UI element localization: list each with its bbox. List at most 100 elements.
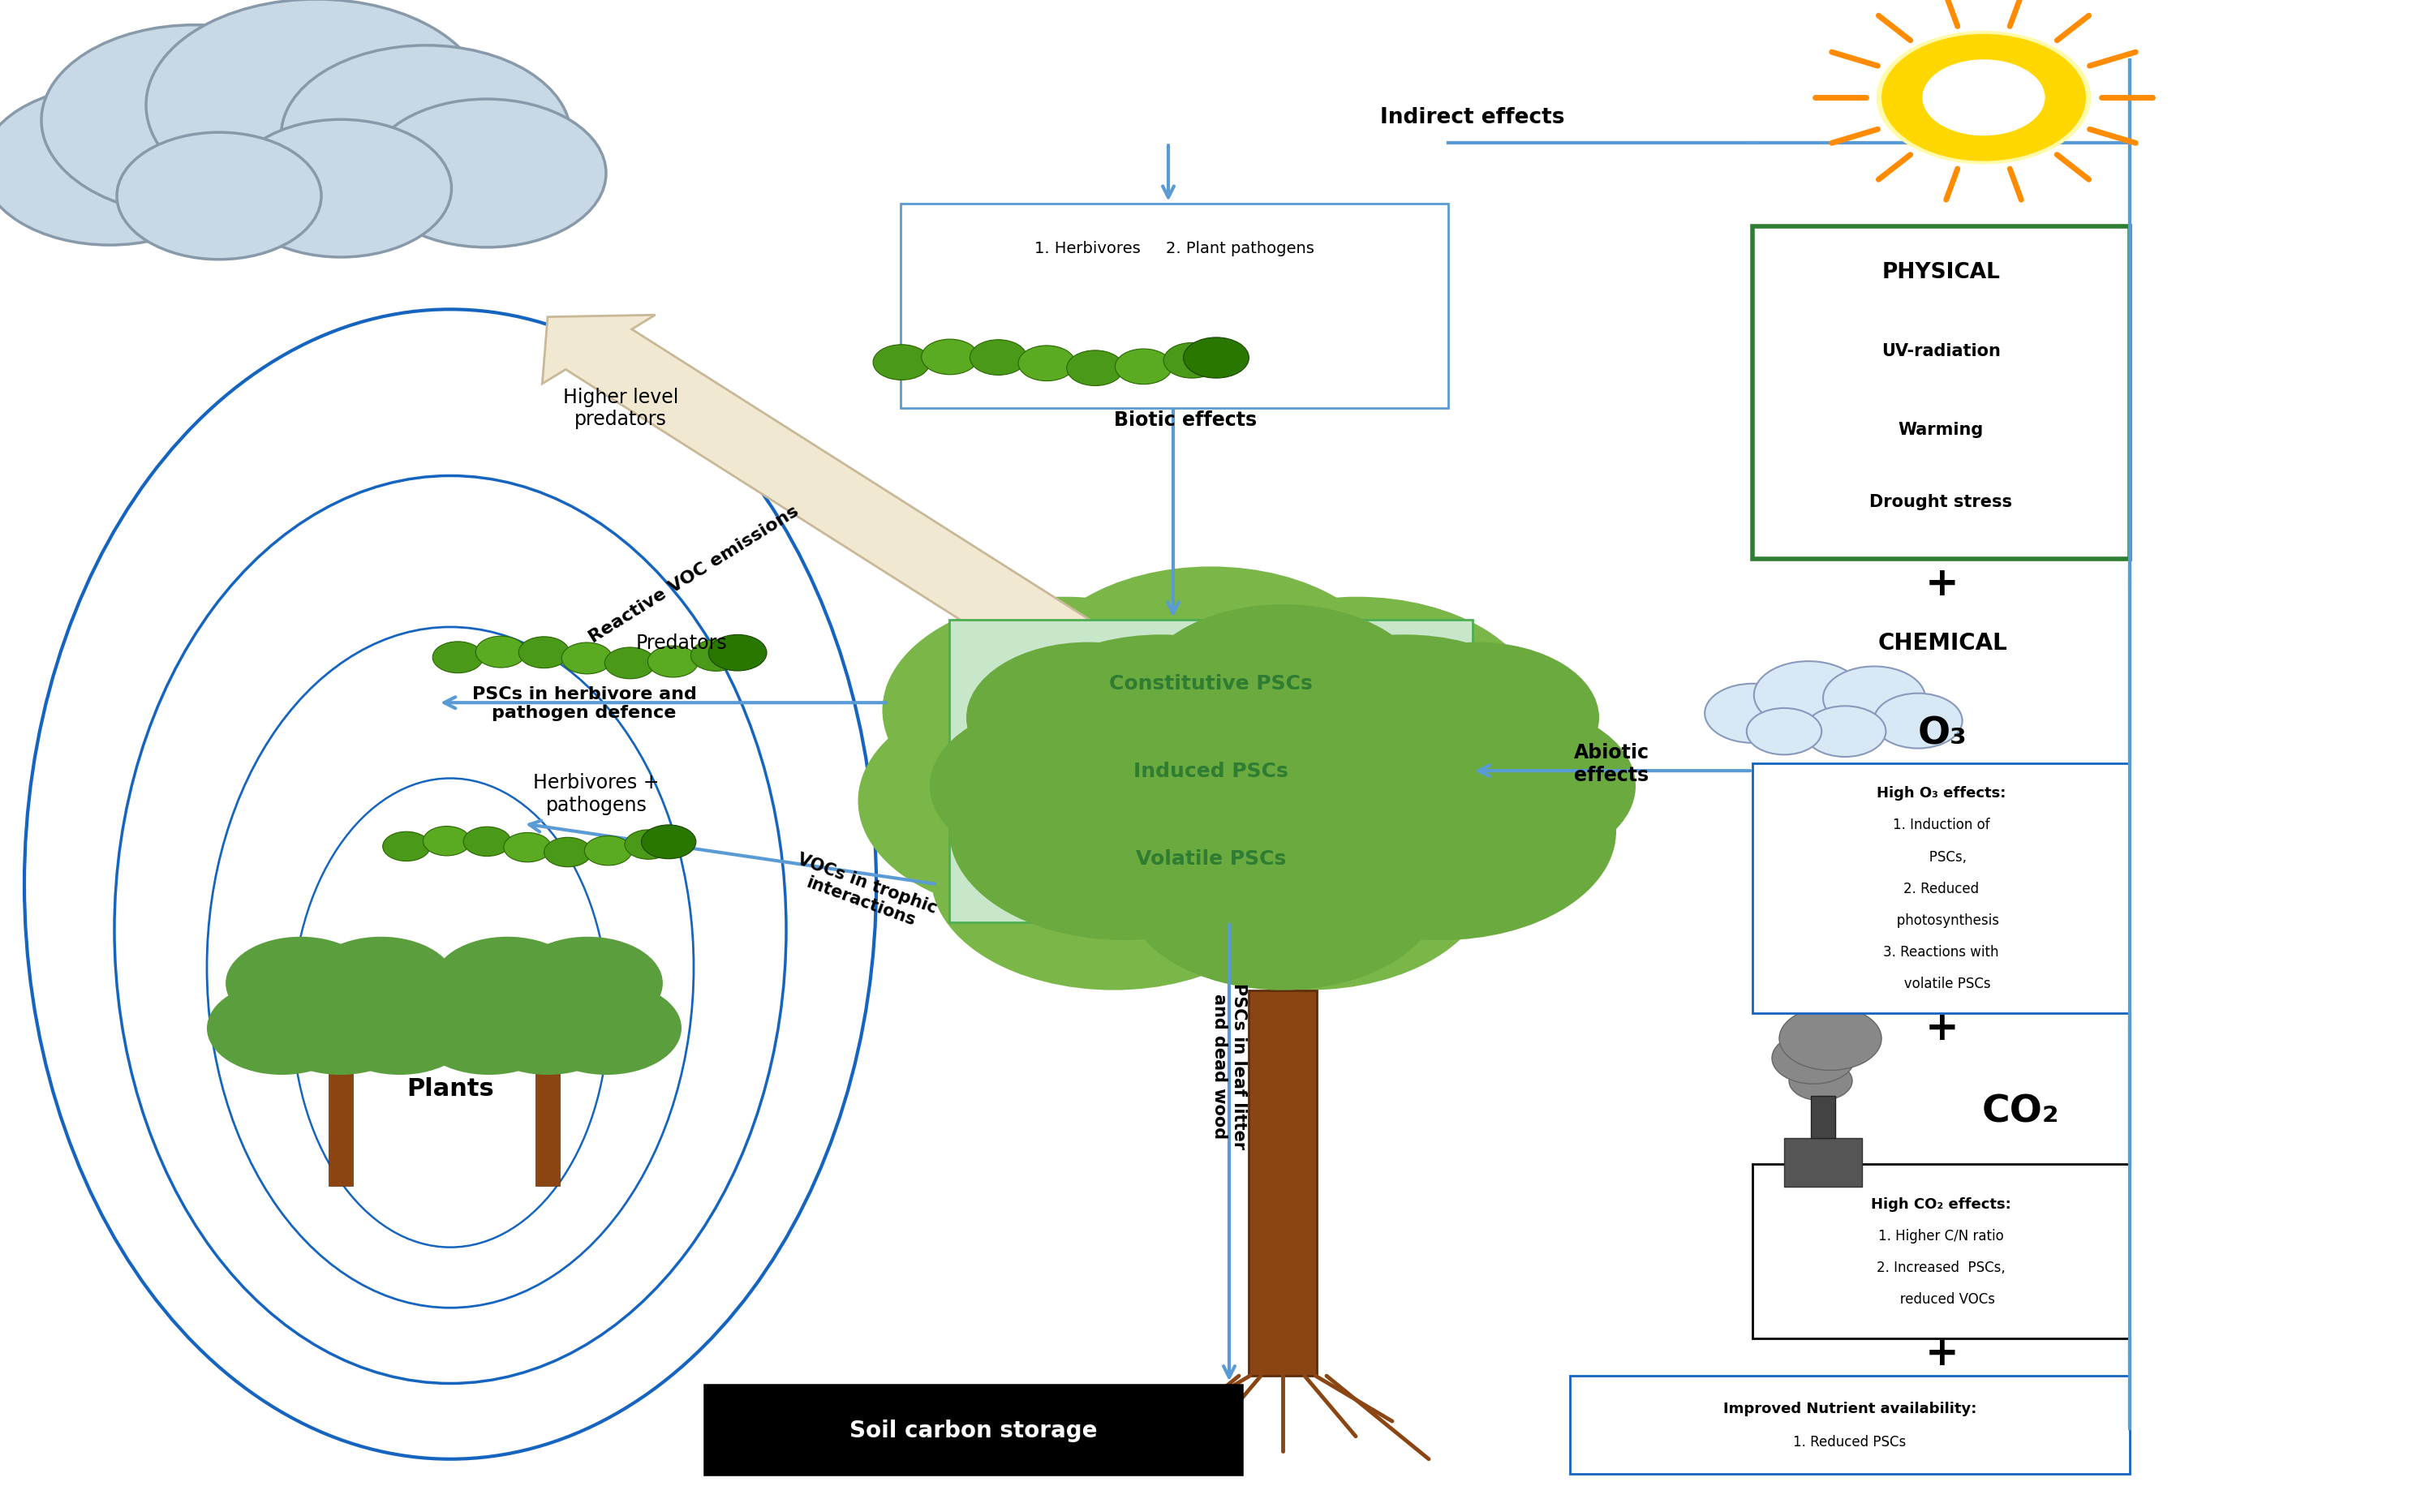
Circle shape [1125,764,1490,990]
Text: Biotic effects: Biotic effects [1115,411,1256,429]
Circle shape [414,981,565,1075]
Circle shape [1076,673,1490,930]
FancyBboxPatch shape [901,204,1448,408]
Circle shape [1003,635,1319,832]
Text: PSCs in herbivore and
pathogen defence: PSCs in herbivore and pathogen defence [472,685,696,721]
Circle shape [626,830,672,860]
Circle shape [930,703,1198,869]
Circle shape [1823,667,1925,730]
Circle shape [462,827,511,857]
Circle shape [1173,597,1538,824]
Bar [535,1037,560,1187]
Circle shape [518,637,570,668]
Text: Soil carbon storage: Soil carbon storage [849,1418,1098,1442]
Text: Volatile PSCs: Volatile PSCs [1137,850,1285,868]
Text: PHYSICAL: PHYSICAL [1881,262,2001,283]
Circle shape [1017,346,1076,381]
Text: 3. Reactions with: 3. Reactions with [1884,945,1998,959]
Circle shape [949,723,1300,940]
Circle shape [472,954,623,1046]
Text: Induced PSCs: Induced PSCs [1134,762,1288,780]
Bar [1249,990,1317,1376]
Circle shape [1804,706,1886,758]
FancyBboxPatch shape [1752,227,2130,559]
Circle shape [265,954,416,1046]
Circle shape [504,833,550,862]
Circle shape [475,637,526,668]
Text: photosynthesis: photosynthesis [1884,913,1998,927]
Bar [1811,1096,1835,1139]
Circle shape [604,647,655,679]
Circle shape [1027,658,1392,885]
Text: Improved Nutrient availability:: Improved Nutrient availability: [1723,1402,1976,1415]
Text: Indirect effects: Indirect effects [1380,107,1565,129]
Circle shape [1789,1061,1852,1101]
Text: Plants: Plants [406,1077,494,1101]
Circle shape [1125,794,1441,990]
Text: CHEMICAL: CHEMICAL [1877,631,2008,655]
Circle shape [643,826,696,859]
Circle shape [117,133,321,260]
Circle shape [1877,32,2091,165]
Circle shape [545,838,591,868]
Circle shape [382,832,431,862]
Circle shape [1704,683,1801,744]
FancyArrow shape [543,316,1166,708]
Circle shape [562,643,613,674]
FancyBboxPatch shape [949,620,1473,922]
Text: Reactive VOC emissions: Reactive VOC emissions [587,503,801,646]
Circle shape [531,981,682,1075]
Text: Warming: Warming [1899,422,1984,437]
Text: +: + [1925,1334,1959,1373]
Circle shape [229,121,453,259]
Circle shape [1027,567,1392,794]
Text: Abiotic
effects: Abiotic effects [1572,742,1650,785]
Bar [329,1037,353,1187]
Circle shape [514,937,662,1030]
Circle shape [1066,351,1125,387]
Bar [1784,1139,1862,1187]
Text: O₃: O₃ [1918,715,1967,751]
Circle shape [0,86,239,245]
Circle shape [41,26,348,216]
Circle shape [1266,723,1616,940]
Text: High CO₂ effects:: High CO₂ effects: [1872,1196,2010,1211]
Circle shape [368,100,606,248]
Text: High O₃ effects:: High O₃ effects: [1877,786,2006,800]
Text: CO₂: CO₂ [1981,1093,2059,1129]
Circle shape [1137,605,1429,786]
Text: 1. Higher C/N ratio: 1. Higher C/N ratio [1879,1228,2003,1243]
Circle shape [708,635,767,671]
Circle shape [1923,60,2045,136]
Circle shape [857,688,1222,915]
Circle shape [280,45,570,225]
Text: 1. Reduced PSCs: 1. Reduced PSCs [1794,1435,1906,1448]
Text: 2. Reduced: 2. Reduced [1903,881,1979,895]
Circle shape [1356,643,1599,794]
Circle shape [1115,349,1173,386]
Circle shape [424,827,470,856]
Circle shape [930,764,1295,990]
FancyBboxPatch shape [1752,764,2130,1013]
Circle shape [472,981,623,1075]
Text: 1. Induction of: 1. Induction of [1894,818,1989,832]
FancyBboxPatch shape [1752,1164,2130,1338]
Circle shape [691,640,742,671]
Circle shape [922,340,978,375]
Circle shape [584,836,633,866]
Circle shape [433,643,484,673]
Text: Constitutive PSCs: Constitutive PSCs [1110,674,1312,692]
Circle shape [1246,635,1563,832]
Text: 1. Herbivores     2. Plant pathogens: 1. Herbivores 2. Plant pathogens [1034,240,1314,257]
Text: Drought stress: Drought stress [1869,494,2013,510]
FancyBboxPatch shape [706,1387,1241,1474]
Circle shape [433,937,582,1030]
Circle shape [966,643,1210,794]
Text: Predators: Predators [635,634,728,652]
Circle shape [1772,1033,1855,1084]
Circle shape [1163,343,1219,378]
Circle shape [647,646,699,677]
Circle shape [324,981,475,1075]
Text: PSCs in leaf litter
and dead wood: PSCs in leaf litter and dead wood [1212,983,1246,1149]
Circle shape [874,345,930,381]
